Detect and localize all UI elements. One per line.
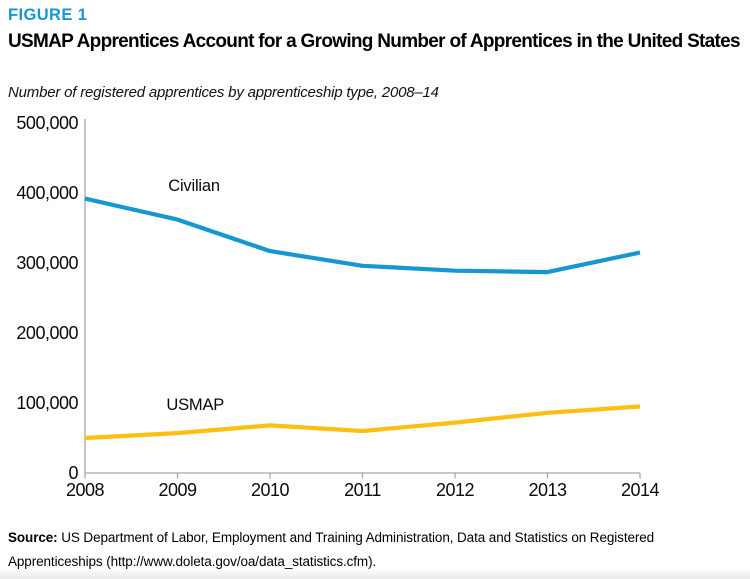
source-text: US Department of Labor, Employment and T…: [8, 530, 655, 569]
series-label-usmap: USMAP: [166, 395, 225, 414]
y-tick-label: 200,000: [16, 323, 78, 343]
bottom-fade-divider: [0, 570, 750, 579]
y-tick-label: 300,000: [16, 253, 78, 273]
figure-label: FIGURE 1: [8, 6, 88, 24]
chart-title: USMAP Apprentices Account for a Growing …: [8, 31, 741, 52]
source-note: Source: US Department of Labor, Employme…: [8, 526, 746, 574]
x-tick-label: 2009: [158, 480, 197, 500]
y-tick-label: 100,000: [16, 393, 78, 413]
x-tick-label: 2011: [344, 480, 381, 500]
x-tick-label: 2010: [250, 480, 290, 500]
chart-subtitle: Number of registered apprentices by appr…: [8, 84, 439, 101]
x-tick-label: 2013: [528, 480, 567, 500]
y-tick-label: 400,000: [16, 183, 78, 203]
x-tick-label: 2008: [65, 480, 105, 500]
series-line-civilian: [84, 196, 641, 275]
y-tick-label: 0: [68, 463, 78, 483]
x-tick-label: 2014: [620, 480, 660, 500]
source-label: Source:: [8, 530, 58, 545]
y-tick-label: 500,000: [16, 113, 78, 133]
x-tick-label: 2012: [435, 480, 475, 500]
series-line-usmap: [84, 404, 641, 441]
series-label-civilian: Civilian: [168, 177, 220, 196]
axis-lines: [84, 119, 640, 474]
